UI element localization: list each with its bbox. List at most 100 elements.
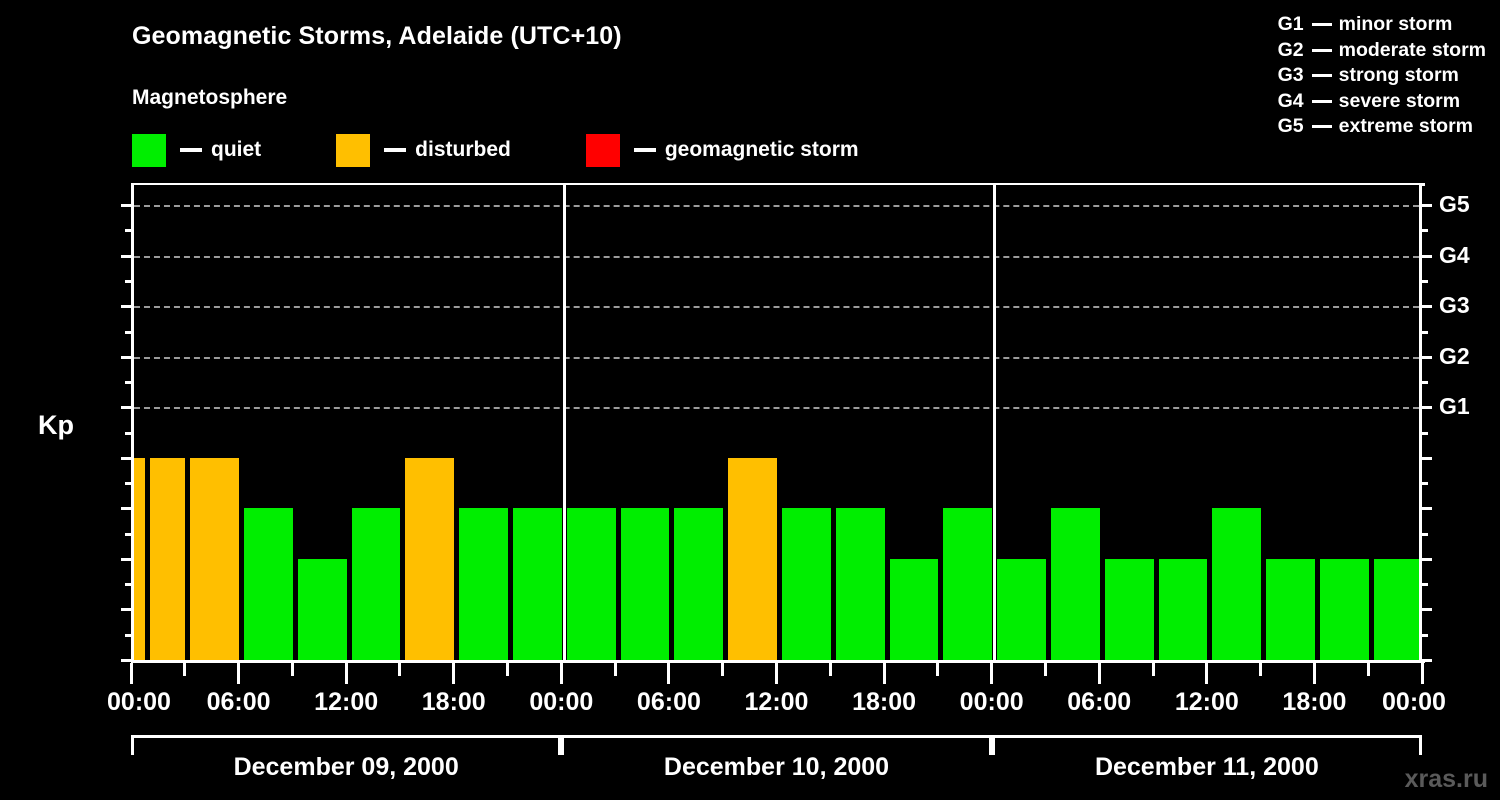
g-description: extreme storm: [1338, 115, 1474, 137]
legend-dash-icon: [633, 148, 656, 152]
legend-item-disturbed: disturbed: [336, 133, 511, 167]
green-swatch: [132, 133, 166, 167]
gridline-kp-9: [134, 205, 1419, 208]
y-axis-title: Kp: [38, 410, 74, 440]
x-tick: [828, 663, 832, 676]
g-code: G2: [1277, 38, 1304, 61]
x-tick: [613, 663, 617, 676]
y-tick-minor: [125, 381, 134, 385]
g-scale-legend: G1 minor storm G2 moderate storm G3 strong st…: [1278, 12, 1486, 140]
legend-dash-icon: [384, 148, 407, 152]
y-tick-minor: [125, 633, 134, 637]
right-tick-minor: [1419, 229, 1428, 233]
bar: [297, 558, 347, 660]
right-tick-2: [1419, 557, 1432, 561]
bar: [1104, 558, 1154, 660]
bar: [620, 508, 670, 660]
watermark: xras.ru: [1404, 765, 1488, 793]
x-tick: [129, 663, 133, 684]
day-separator-2: [993, 185, 997, 660]
g-description: strong storm: [1338, 64, 1459, 86]
x-tick-label: 18:00: [1282, 688, 1347, 716]
right-tick-7: [1419, 305, 1432, 309]
x-tick: [183, 663, 187, 676]
x-tick-label: 12:00: [314, 688, 379, 716]
gridline-kp-6: [134, 356, 1419, 359]
right-tick-minor: [1419, 532, 1428, 536]
bar: [1158, 558, 1208, 660]
date-label-1: December 09, 2000: [233, 753, 459, 781]
g-dash-icon: [1311, 125, 1332, 129]
right-tick-3: [1419, 507, 1432, 511]
legend-label: disturbed: [415, 138, 511, 161]
x-tick-label: 00:00: [959, 688, 1024, 716]
plot-top-border: [131, 183, 1425, 186]
magnetosphere-label: Magnetosphere: [132, 86, 288, 109]
right-label-g3: G3: [1439, 292, 1470, 319]
legend-dash-icon: [180, 148, 202, 152]
g-scale-row-g4: G4 severe storm: [1278, 89, 1486, 115]
g-dash-icon: [1311, 74, 1332, 78]
g-code: G1: [1277, 13, 1304, 35]
date-bracket-1: [131, 735, 562, 755]
bar: [149, 457, 186, 660]
bar: [1373, 558, 1419, 660]
g-description: minor storm: [1338, 13, 1453, 35]
bar: [1266, 558, 1315, 660]
page-title: Geomagnetic Storms, Adelaide (UTC+10): [132, 22, 622, 50]
x-tick-label: 00:00: [107, 688, 171, 716]
right-label-g4: G4: [1439, 241, 1470, 268]
right-label-g5: G5: [1439, 191, 1470, 218]
gridline-kp-5: [134, 407, 1419, 410]
right-tick-minor: [1419, 431, 1428, 435]
y-tick-7: [121, 305, 134, 309]
bar: [351, 508, 401, 660]
y-tick-3: [121, 507, 134, 511]
x-axis-labels: 00:00 06:00 12:00 18:00 00:00 06:00 12:00 18:00…: [0, 688, 1500, 722]
right-tick-1: [1419, 608, 1432, 612]
y-tick-minor: [125, 583, 134, 587]
y-tick-6: [121, 355, 134, 359]
g-scale-row-g5: G5 extreme storm: [1278, 114, 1486, 140]
orange-swatch: [336, 133, 371, 167]
right-label-g2: G2: [1439, 342, 1470, 369]
right-tick-9: [1419, 204, 1432, 208]
bar: [1319, 558, 1369, 660]
x-tick: [1420, 663, 1424, 684]
y-tick-minor: [125, 482, 134, 486]
right-tick-minor: [1419, 482, 1428, 486]
right-tick-0: [1419, 659, 1432, 662]
x-tick: [237, 663, 241, 684]
right-tick-minor: [1419, 583, 1428, 587]
right-tick-minor: [1419, 381, 1428, 385]
date-bracket-3: [991, 735, 1422, 755]
x-tick: [882, 663, 886, 684]
g-scale-row-g1: G1 minor storm: [1278, 12, 1486, 38]
y-tick-minor: [125, 280, 134, 283]
right-tick-minor: [1419, 280, 1428, 283]
date-bracket-2: [561, 735, 992, 755]
g-dash-icon: [1311, 23, 1332, 27]
y-tick-9: [121, 204, 134, 208]
bar: [566, 508, 616, 660]
x-tick-label: 18:00: [421, 688, 486, 716]
y-tick-5: [121, 406, 134, 410]
x-tick: [1366, 663, 1370, 676]
right-tick-4: [1419, 456, 1432, 460]
x-tick: [398, 663, 402, 676]
y-tick-8: [121, 254, 134, 258]
x-tick-label: 12:00: [1174, 688, 1239, 716]
bar: [459, 508, 509, 660]
right-tick-5: [1419, 406, 1432, 410]
x-tick: [990, 663, 994, 684]
x-tick: [1043, 663, 1047, 676]
g-description: moderate storm: [1338, 38, 1486, 61]
bar: [889, 558, 939, 660]
x-tick: [721, 663, 725, 676]
y-tick-1: [121, 608, 134, 612]
x-tick: [452, 663, 456, 684]
g-scale-row-g3: G3 strong storm: [1278, 63, 1486, 89]
bar: [190, 457, 240, 660]
bar: [782, 508, 831, 660]
